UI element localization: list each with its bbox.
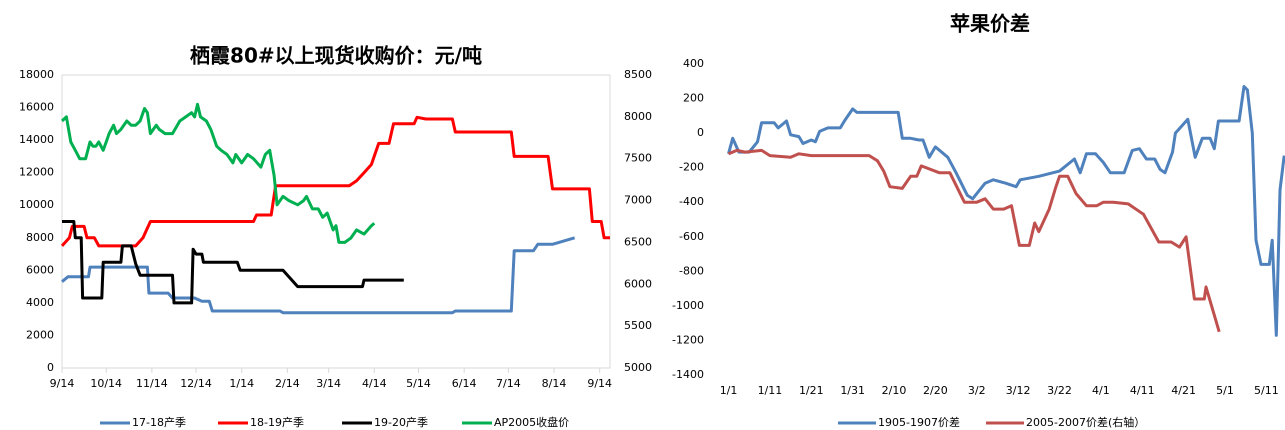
x-tick-label: 1/31 [840, 384, 865, 397]
x-tick-label: 2/10 [882, 384, 907, 397]
series-line [60, 115, 610, 248]
y-tick-label: 14000 [19, 133, 54, 146]
x-tick-label: 9/14 [587, 377, 612, 390]
x-tick-label: 11/14 [136, 377, 168, 390]
x-tick-label: 1/1 [720, 384, 738, 397]
y-tick-label: 16000 [19, 101, 54, 114]
y-tick-label: 2000 [26, 328, 54, 341]
x-tick-label: 5/1 [1216, 384, 1234, 397]
x-tick-label: 2/14 [275, 377, 300, 390]
series-line [62, 220, 404, 305]
x-tick-label: 4/11 [1130, 384, 1155, 397]
y-tick-label: -400 [679, 195, 704, 208]
series-line [60, 102, 376, 244]
x-tick-label: 5/11 [1254, 384, 1279, 397]
y-tick-label: -1000 [672, 299, 704, 312]
y-tick-label: -200 [679, 161, 704, 174]
y2-tick-label: 5500 [624, 319, 652, 332]
y-tick-label: 0 [47, 361, 54, 374]
x-tick-label: 3/12 [1006, 384, 1031, 397]
y2-tick-label: 7000 [624, 194, 652, 207]
x-tick-label: 8/14 [542, 377, 567, 390]
y2-tick-label: 7500 [624, 152, 652, 165]
series-line [61, 236, 576, 315]
x-tick-label: 6/14 [452, 377, 477, 390]
y-tick-label: -1200 [672, 333, 704, 346]
series-line [727, 148, 1221, 333]
x-tick-label: 3/22 [1047, 384, 1072, 397]
x-tick-label: 4/1 [1092, 384, 1110, 397]
y-tick-label: -1400 [672, 368, 704, 381]
legend-label: 1905-1907价差 [878, 415, 960, 429]
chart-title: 苹果价差 [950, 12, 1030, 36]
x-tick-label: 1/21 [799, 384, 824, 397]
x-tick-label: 9/14 [50, 377, 75, 390]
y-tick-label: 6000 [26, 263, 54, 276]
y-tick-label: 200 [683, 92, 704, 105]
x-tick-label: 5/14 [406, 377, 431, 390]
x-tick-label: 2/20 [923, 384, 948, 397]
y-tick-label: -600 [679, 230, 704, 243]
x-tick-label: 4/14 [362, 377, 387, 390]
y-tick-label: 400 [683, 57, 704, 70]
y2-tick-label: 6000 [624, 277, 652, 290]
y-tick-label: 10000 [19, 198, 54, 211]
legend-label: 19-20产季 [374, 415, 428, 429]
y-tick-label: 18000 [19, 68, 54, 81]
legend-label: AP2005收盘价 [494, 415, 569, 429]
legend-label: 2005-2007价差(右轴） [1026, 415, 1145, 429]
y-tick-label: 0 [697, 126, 704, 139]
x-tick-label: 4/21 [1171, 384, 1196, 397]
legend-label: 18-19产季 [250, 415, 304, 429]
y2-tick-label: 8500 [624, 68, 652, 81]
x-tick-label: 7/14 [496, 377, 521, 390]
x-tick-label: 1/11 [758, 384, 783, 397]
y-tick-label: 12000 [19, 166, 54, 179]
x-tick-label: 3/14 [316, 377, 341, 390]
x-tick-label: 12/14 [180, 377, 212, 390]
y-tick-label: -800 [679, 264, 704, 277]
y2-tick-label: 6500 [624, 235, 652, 248]
chart-title: 栖霞80#以上现货收购价：元/吨 [190, 44, 482, 68]
legend-label: 17-18产季 [132, 415, 186, 429]
y-tick-label: 4000 [26, 296, 54, 309]
x-tick-label: 1/14 [229, 377, 254, 390]
x-tick-label: 10/14 [90, 377, 122, 390]
y2-tick-label: 5000 [624, 361, 652, 374]
y-tick-label: 8000 [26, 231, 54, 244]
y2-tick-label: 8000 [624, 110, 652, 123]
x-tick-label: 3/2 [968, 384, 986, 397]
plot-frame [61, 74, 611, 369]
series-line [727, 85, 1285, 337]
